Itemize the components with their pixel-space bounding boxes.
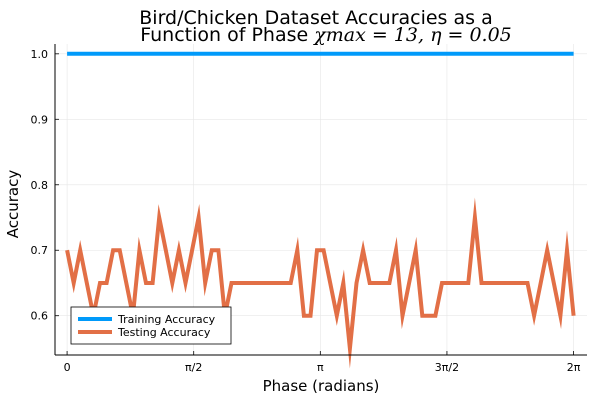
x-tick-label-3: 3π/2 xyxy=(435,361,459,374)
x-tick-label-4: 2π xyxy=(567,361,581,374)
chart-title-prefix: Function of Phase xyxy=(140,24,314,46)
axes xyxy=(54,44,587,356)
chart-title-line-2: Function of Phase χmax = 13, η = 0.05 xyxy=(140,24,512,46)
y-tick-label-3: 0.9 xyxy=(31,113,49,126)
legend: Training Accuracy Testing Accuracy xyxy=(70,306,232,345)
y-tick-label-2: 0.8 xyxy=(31,179,49,192)
tick-labels: 0 π/2 π 3π/2 2π 0.6 0.7 0.8 0.9 1.0 xyxy=(31,48,581,374)
y-tick-label-1: 0.7 xyxy=(31,244,49,257)
chart-title-math-1: χmax = 13, xyxy=(312,24,424,46)
x-tick-label-2: π xyxy=(317,361,324,374)
x-tick-label-1: π/2 xyxy=(185,361,202,374)
chart-title-line-1: Bird/Chicken Dataset Accuracies as a xyxy=(139,7,492,29)
y-axis-label: Accuracy xyxy=(4,170,22,239)
series-layer xyxy=(65,51,576,369)
y-tick-label-0: 0.6 xyxy=(31,310,49,323)
chart-title-math-2: η = 0.05 xyxy=(430,24,512,46)
x-axis-label: Phase (radians) xyxy=(263,377,380,395)
series-line-testing xyxy=(65,197,576,369)
x-tick-label-0: 0 xyxy=(64,361,71,374)
legend-box xyxy=(70,306,232,345)
legend-label-training: Training Accuracy xyxy=(117,313,216,326)
legend-label-testing: Testing Accuracy xyxy=(117,326,211,339)
y-tick-label-4: 1.0 xyxy=(31,48,49,61)
